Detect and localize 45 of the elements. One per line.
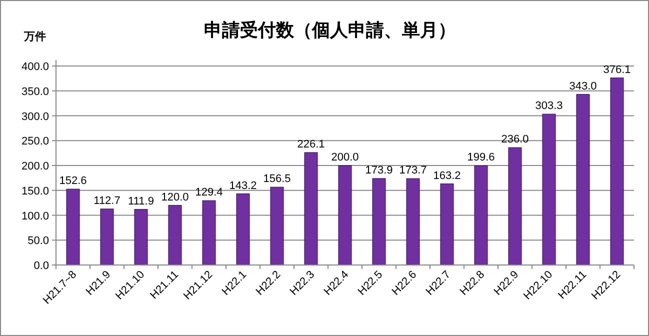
data-label: 376.1: [603, 64, 631, 76]
bar: [474, 165, 488, 266]
bar: [100, 208, 114, 266]
y-tick-label: 250.0: [21, 136, 49, 148]
bar: [270, 186, 284, 266]
data-label: 226.1: [297, 138, 325, 151]
data-label: 303.3: [535, 100, 563, 112]
data-label: 120.0: [161, 191, 189, 204]
data-label: 163.2: [433, 170, 461, 182]
y-tick-label: 350.0: [21, 86, 49, 98]
bar: [236, 193, 250, 266]
y-tick-label: 0.0: [34, 260, 49, 272]
y-axis-title: 万件: [23, 30, 46, 43]
y-tick-label: 400.0: [21, 61, 49, 73]
y-tick-label: 50.0: [28, 235, 49, 248]
bar: [202, 200, 216, 266]
bar: [304, 152, 318, 266]
bar: [610, 78, 624, 266]
bar: [372, 178, 386, 266]
data-label: 343.0: [569, 80, 597, 92]
data-label: 236.0: [501, 134, 529, 146]
data-label: 199.6: [467, 152, 495, 164]
y-tick-label: 100.0: [21, 210, 49, 222]
data-label: 173.9: [365, 164, 393, 176]
data-label: 129.4: [195, 186, 223, 199]
bar: [134, 209, 148, 266]
data-label: 143.2: [229, 180, 257, 192]
chart-title: 申請受付数（個人申請、単月）: [204, 20, 456, 40]
data-label: 152.6: [59, 175, 87, 188]
y-tick-label: 200.0: [21, 160, 49, 172]
data-label: 173.7: [399, 164, 427, 177]
bar: [508, 147, 522, 266]
bar: [576, 94, 590, 266]
data-label: 112.7: [94, 194, 120, 207]
y-tick-label: 300.0: [21, 110, 49, 123]
bar: [542, 114, 556, 266]
bar: [440, 184, 454, 266]
bar: [406, 178, 420, 266]
y-tick-label: 150.0: [21, 185, 49, 198]
bar: [338, 165, 352, 266]
bar: [168, 205, 182, 266]
data-label: 156.5: [263, 173, 291, 186]
bar: [66, 188, 80, 266]
data-label: 200.0: [331, 152, 359, 164]
data-label: 111.9: [128, 195, 154, 208]
